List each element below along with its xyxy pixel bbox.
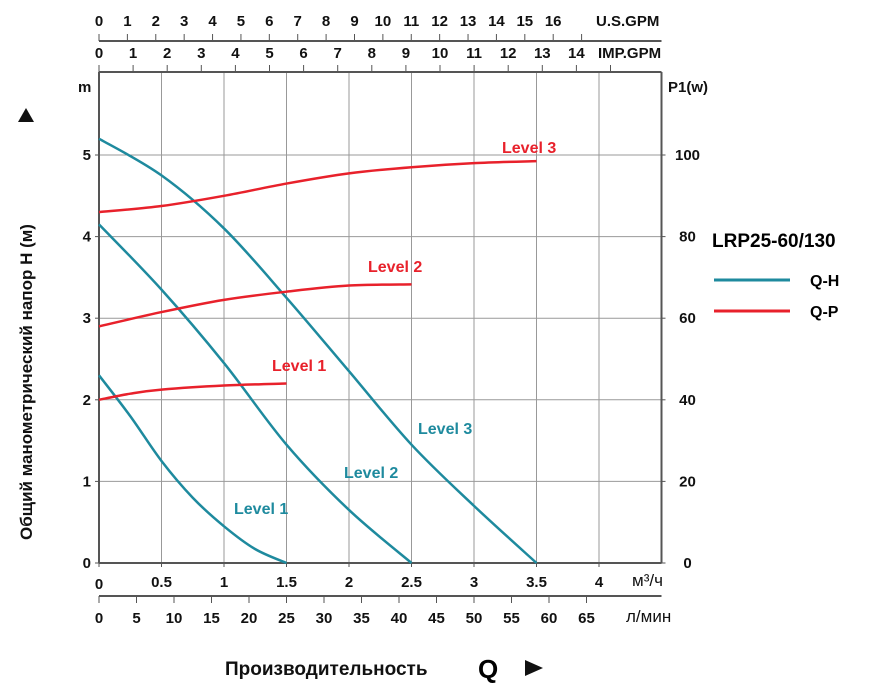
y-axis-arrow-icon bbox=[18, 108, 34, 122]
lmin-tick-label: 0 bbox=[95, 610, 103, 627]
legend-label-qp: Q-P bbox=[810, 304, 839, 321]
y2-tick-label: 20 bbox=[679, 473, 696, 490]
y-tick-label: 4 bbox=[83, 229, 92, 246]
lmin-tick-label: 45 bbox=[428, 610, 445, 627]
impgpm-tick-label: 8 bbox=[368, 45, 376, 62]
x-axis-symbol: Q bbox=[478, 654, 498, 684]
usgpm-tick-label: 14 bbox=[488, 13, 505, 30]
y2-tick-label: 0 bbox=[683, 555, 691, 572]
x-usgpm-unit: U.S.GPM bbox=[596, 13, 659, 30]
lmin-tick-label: 5 bbox=[132, 610, 140, 627]
impgpm-tick-label: 0 bbox=[95, 45, 103, 62]
y2-tick-label: 60 bbox=[679, 310, 696, 327]
usgpm-tick-label: 15 bbox=[516, 13, 533, 30]
impgpm-tick-label: 12 bbox=[500, 45, 517, 62]
y-left-unit: m bbox=[78, 79, 91, 96]
x-axis-arrow-icon bbox=[525, 660, 543, 676]
usgpm-tick-label: 5 bbox=[237, 13, 245, 30]
curve-label: Level 1 bbox=[272, 358, 326, 375]
impgpm-tick-label: 3 bbox=[197, 45, 205, 62]
x-tick-label: 3 bbox=[470, 574, 478, 591]
x-unit: м³/ч bbox=[632, 571, 663, 590]
x-impgpm-unit: IMP.GPM bbox=[598, 45, 661, 62]
impgpm-tick-label: 5 bbox=[265, 45, 273, 62]
legend-label-qh: Q-H bbox=[810, 273, 839, 290]
x-lmin-unit: л/мин bbox=[626, 607, 671, 626]
y-tick-label: 3 bbox=[83, 310, 91, 327]
lmin-tick-label: 35 bbox=[353, 610, 370, 627]
curve-q-p-level-1 bbox=[98, 382, 287, 402]
usgpm-tick-label: 1 bbox=[123, 13, 131, 30]
legend: LRP25-60/130 Q-H Q-P bbox=[712, 231, 839, 321]
y-tick-label: 1 bbox=[83, 473, 91, 490]
x-tick-label: 0.5 bbox=[151, 574, 172, 591]
x-tick-label: 2.5 bbox=[401, 574, 422, 591]
lmin-tick-label: 60 bbox=[541, 610, 558, 627]
impgpm-tick-label: 11 bbox=[466, 45, 482, 62]
usgpm-tick-label: 13 bbox=[460, 13, 477, 30]
y2-tick-label: 80 bbox=[679, 229, 696, 246]
lmin-tick-label: 65 bbox=[578, 610, 595, 627]
y2-tick-label: 40 bbox=[679, 392, 696, 409]
usgpm-tick-label: 4 bbox=[208, 13, 217, 30]
usgpm-tick-label: 6 bbox=[265, 13, 273, 30]
curve-q-p-level-3 bbox=[98, 159, 537, 214]
curve-q-h-level-2 bbox=[98, 223, 413, 564]
usgpm-tick-label: 7 bbox=[294, 13, 302, 30]
impgpm-tick-label: 4 bbox=[231, 45, 240, 62]
lmin-tick-label: 55 bbox=[503, 610, 520, 627]
impgpm-tick-label: 9 bbox=[402, 45, 410, 62]
lmin-tick-label: 30 bbox=[316, 610, 333, 627]
x-tick-label: 4 bbox=[595, 574, 604, 591]
impgpm-tick-label: 1 bbox=[129, 45, 137, 62]
lmin-tick-label: 10 bbox=[166, 610, 183, 627]
lmin-tick-label: 25 bbox=[278, 610, 295, 627]
usgpm-tick-label: 16 bbox=[545, 13, 562, 30]
x-axis-label: Производительность bbox=[225, 659, 428, 680]
usgpm-tick-label: 10 bbox=[375, 13, 392, 30]
usgpm-tick-label: 8 bbox=[322, 13, 330, 30]
impgpm-tick-label: 6 bbox=[299, 45, 307, 62]
x-tick-label: 2 bbox=[345, 574, 353, 591]
curve-label: Level 2 bbox=[368, 259, 422, 276]
y-tick-label: 5 bbox=[83, 147, 91, 164]
impgpm-tick-label: 13 bbox=[534, 45, 551, 62]
usgpm-tick-label: 9 bbox=[350, 13, 358, 30]
x-tick-label: 3.5 bbox=[526, 574, 547, 591]
y-axis-label: Общий манометрический напор H (м) bbox=[17, 224, 36, 540]
impgpm-tick-label: 10 bbox=[432, 45, 449, 62]
y-right-unit: P1(w) bbox=[668, 79, 708, 96]
lmin-tick-label: 50 bbox=[466, 610, 483, 627]
curve-q-h-level-1 bbox=[98, 374, 288, 565]
y-tick-label: 2 bbox=[83, 392, 91, 409]
y-tick-label: 0 bbox=[83, 555, 91, 572]
curve-label: Level 2 bbox=[344, 465, 398, 482]
curve-label: Level 3 bbox=[502, 140, 556, 157]
curve-label: Level 3 bbox=[418, 421, 472, 438]
impgpm-tick-label: 2 bbox=[163, 45, 171, 62]
usgpm-tick-label: 0 bbox=[95, 13, 103, 30]
usgpm-tick-label: 3 bbox=[180, 13, 188, 30]
x-tick-label: 1 bbox=[220, 574, 228, 591]
legend-title: LRP25-60/130 bbox=[712, 231, 836, 252]
lmin-tick-label: 15 bbox=[203, 610, 220, 627]
x-tick-label: 0 bbox=[95, 576, 103, 593]
curve-q-h-level-3 bbox=[98, 137, 538, 564]
usgpm-tick-label: 12 bbox=[431, 13, 448, 30]
x-tick-label: 1.5 bbox=[276, 574, 297, 591]
impgpm-tick-label: 7 bbox=[334, 45, 342, 62]
usgpm-tick-label: 11 bbox=[403, 13, 419, 30]
y2-tick-label: 100 bbox=[675, 147, 700, 164]
impgpm-tick-label: 14 bbox=[568, 45, 585, 62]
curve-q-p-level-2 bbox=[98, 283, 412, 328]
curve-label: Level 1 bbox=[234, 501, 288, 518]
usgpm-tick-label: 2 bbox=[152, 13, 160, 30]
lmin-tick-label: 40 bbox=[391, 610, 408, 627]
lmin-tick-label: 20 bbox=[241, 610, 258, 627]
